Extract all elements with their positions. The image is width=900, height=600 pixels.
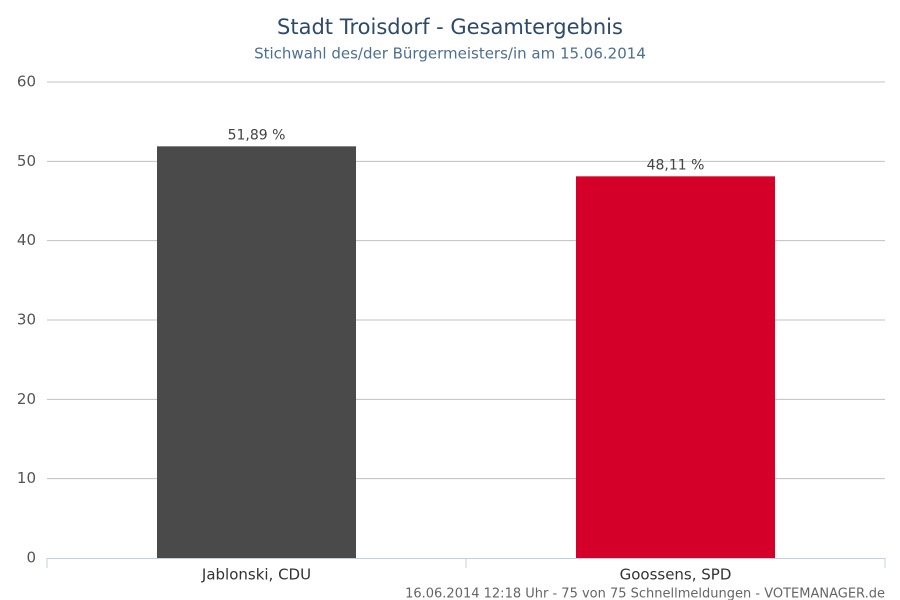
bar xyxy=(156,146,357,558)
y-tick-label: 60 xyxy=(17,73,36,91)
bar xyxy=(575,176,776,558)
y-tick-label: 30 xyxy=(17,311,36,329)
chart-title: Stadt Troisdorf - Gesamtergebnis xyxy=(277,15,623,39)
y-tick-label: 0 xyxy=(26,549,36,567)
value-label: 51,89 % xyxy=(228,127,286,143)
y-tick-label: 10 xyxy=(17,469,36,487)
y-tick-label: 40 xyxy=(17,231,36,249)
y-tick-label: 20 xyxy=(17,390,36,408)
y-tick-label: 50 xyxy=(17,152,36,170)
value-label: 48,11 % xyxy=(647,157,705,173)
credit: 16.06.2014 12:18 Uhr - 75 von 75 Schnell… xyxy=(405,587,885,600)
chart-subtitle: Stichwahl des/der Bürgermeisters/in am 1… xyxy=(254,45,646,63)
x-tick-label: Goossens, SPD xyxy=(620,566,732,584)
x-tick-label: Jablonski, CDU xyxy=(201,566,311,584)
